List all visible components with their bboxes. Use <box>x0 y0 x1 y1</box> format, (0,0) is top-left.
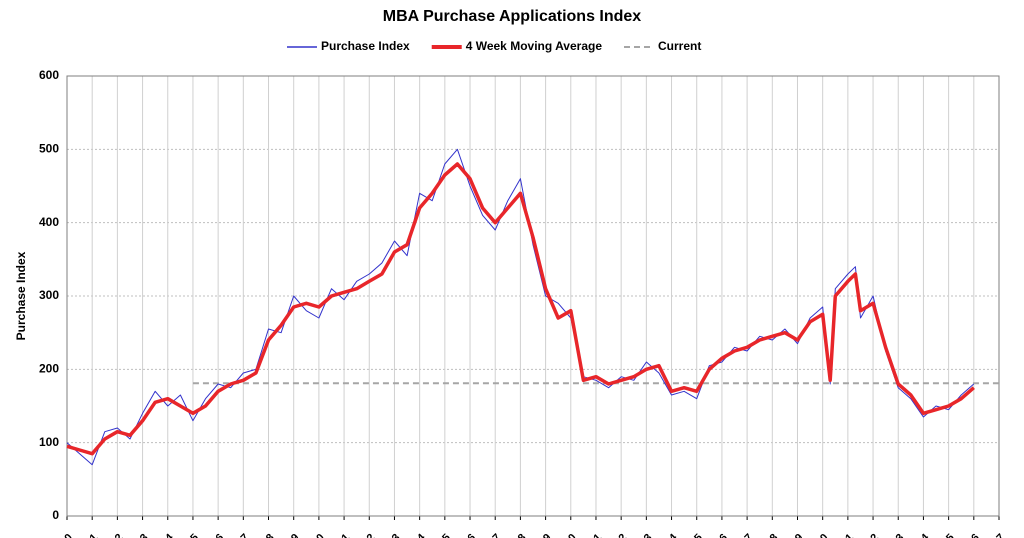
x-tick-label: 22 <box>864 532 881 538</box>
x-tick-label: 03 <box>385 532 402 538</box>
x-tick-label: 16 <box>713 532 730 538</box>
legend-label: Current <box>658 39 701 53</box>
x-tick-label: 14 <box>663 531 681 538</box>
chart-title: MBA Purchase Applications Index <box>383 8 642 25</box>
y-tick-label: 200 <box>39 362 59 376</box>
x-tick-label: 11 <box>587 532 604 538</box>
y-tick-label: 500 <box>39 142 59 156</box>
y-tick-label: 100 <box>39 435 59 449</box>
x-tick-label: 97 <box>234 532 251 538</box>
y-tick-label: 0 <box>52 508 59 522</box>
x-tick-label: 15 <box>688 532 705 538</box>
x-tick-label: 27 <box>990 532 1007 538</box>
x-tick-label: 24 <box>914 531 932 538</box>
x-tick-label: 23 <box>889 532 906 538</box>
x-tick-label: 26 <box>965 532 982 538</box>
y-tick-label: 300 <box>39 288 59 302</box>
x-tick-label: 00 <box>310 532 327 538</box>
x-tick-label: 13 <box>637 532 654 538</box>
x-tick-label: 02 <box>360 532 377 538</box>
x-tick-label: 01 <box>335 532 352 538</box>
x-tick-label: 18 <box>763 532 780 538</box>
plot-border <box>66 75 1000 517</box>
series-line <box>66 162 975 456</box>
x-tick-label: 05 <box>436 532 453 538</box>
x-tick-label: 17 <box>738 532 755 538</box>
x-tick-label: 96 <box>209 532 226 538</box>
x-tick-label: 25 <box>940 532 957 538</box>
legend-label: Purchase Index <box>321 39 410 53</box>
x-tick-label: 06 <box>461 532 478 538</box>
x-tick-label: 08 <box>511 532 528 538</box>
x-tick-label: 93 <box>134 532 151 538</box>
x-tick-label: 99 <box>285 532 302 538</box>
x-tick-label: 04 <box>411 531 429 538</box>
y-axis-label: Purchase Index <box>14 251 28 340</box>
x-tick-label: 92 <box>108 532 125 538</box>
y-tick-label: 600 <box>39 68 59 82</box>
legend-label: 4 Week Moving Average <box>466 39 603 53</box>
x-tick-label: 98 <box>260 532 277 538</box>
x-tick-label: 91 <box>83 532 100 538</box>
x-tick-label: 10 <box>562 532 579 538</box>
x-tick-label: 19 <box>789 532 806 538</box>
x-tick-label: 94 <box>159 531 177 538</box>
x-tick-label: 20 <box>814 532 831 538</box>
x-tick-label: 95 <box>184 532 201 538</box>
x-tick-label: 21 <box>839 532 856 538</box>
x-tick-label: 12 <box>612 532 629 538</box>
y-tick-label: 400 <box>39 215 59 229</box>
x-tick-label: 09 <box>537 532 554 538</box>
x-tick-label: 90 <box>58 532 75 538</box>
x-tick-label: 07 <box>486 532 503 538</box>
